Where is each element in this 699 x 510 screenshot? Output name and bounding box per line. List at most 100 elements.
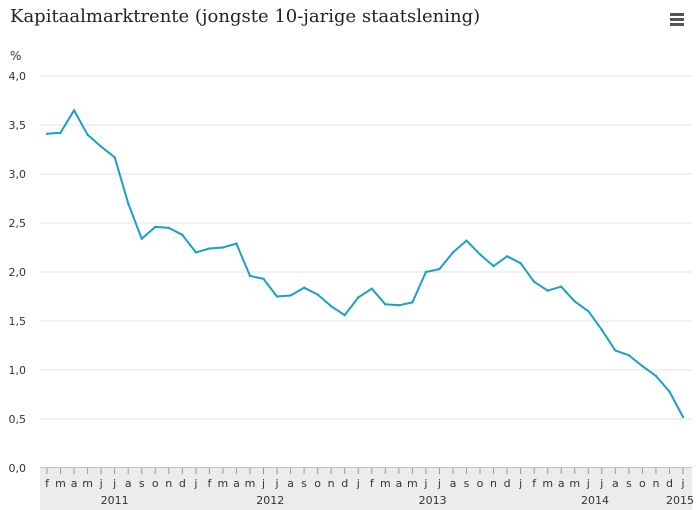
data-point xyxy=(573,300,576,303)
hamburger-menu-icon[interactable] xyxy=(668,12,686,28)
x-tick-label: a xyxy=(450,477,457,490)
x-year-label: 2013 xyxy=(419,494,447,507)
y-tick-label: 1,0 xyxy=(9,364,27,377)
data-point xyxy=(411,301,414,304)
data-point xyxy=(72,109,76,112)
chart-title: Kapitaalmarktrente (jongste 10-jarige st… xyxy=(10,6,481,27)
x-tick-label: s xyxy=(464,477,470,490)
x-tick-label: f xyxy=(207,477,212,490)
x-tick-label: o xyxy=(314,477,321,490)
x-tick-label: m xyxy=(569,477,580,490)
x-tick-label: m xyxy=(380,477,391,490)
x-tick-label: j xyxy=(518,477,522,490)
grid-lines xyxy=(40,75,692,469)
x-axis-band xyxy=(40,468,692,510)
x-tick-label: j xyxy=(275,477,279,490)
y-tick-label: 3,5 xyxy=(9,119,27,132)
data-point xyxy=(614,349,617,352)
x-tick-label: s xyxy=(626,477,632,490)
data-point xyxy=(262,277,265,281)
data-point xyxy=(681,415,685,419)
data-point xyxy=(465,239,468,242)
x-tick-label: a xyxy=(558,477,565,490)
x-tick-label: m xyxy=(55,477,66,490)
x-tick-label: j xyxy=(680,477,684,490)
x-tick-label: n xyxy=(490,477,497,490)
x-axis-year-labels: 2011 2012 2013 2014 2015 xyxy=(101,494,694,507)
x-tick-label: n xyxy=(328,477,335,490)
x-tick-label: m xyxy=(218,477,229,490)
x-tick-label: m xyxy=(407,477,418,490)
data-point xyxy=(424,270,428,274)
y-tick-label: 0,0 xyxy=(9,462,27,475)
data-point xyxy=(478,253,482,256)
data-point xyxy=(668,390,671,393)
x-axis-band-background xyxy=(40,468,692,510)
data-point xyxy=(532,280,536,283)
data-point xyxy=(587,310,590,313)
data-point xyxy=(126,202,130,205)
y-axis-tick-labels: 0,0 0,5 1,0 1,5 2,0 2,5 3,0 3,5 4,0 xyxy=(9,70,27,475)
data-point xyxy=(208,247,211,250)
x-tick-label: m xyxy=(542,477,553,490)
data-point xyxy=(343,313,346,317)
data-point xyxy=(181,233,184,236)
x-tick-label: m xyxy=(82,477,93,490)
series-line xyxy=(46,109,684,418)
data-point xyxy=(99,145,103,148)
data-point xyxy=(194,251,198,254)
y-tick-label: 3,0 xyxy=(9,168,27,181)
x-tick-label: a xyxy=(395,477,402,490)
data-point xyxy=(600,328,604,332)
x-year-label: 2011 xyxy=(101,494,129,507)
data-point xyxy=(627,354,631,357)
x-tick-label: j xyxy=(99,477,103,490)
x-tick-label: a xyxy=(612,477,619,490)
x-tick-label: o xyxy=(639,477,646,490)
data-point xyxy=(438,267,441,271)
data-point xyxy=(248,274,252,278)
data-point xyxy=(492,264,495,268)
x-year-label: 2015 xyxy=(666,494,694,507)
y-axis-label: % xyxy=(10,49,21,63)
data-point xyxy=(275,295,279,298)
data-point xyxy=(59,131,62,135)
x-tick-label: j xyxy=(112,477,116,490)
y-tick-label: 0,5 xyxy=(9,413,27,426)
x-tick-label: f xyxy=(532,477,537,490)
data-point xyxy=(154,225,157,229)
data-point xyxy=(546,289,549,292)
data-point xyxy=(221,246,225,249)
data-point xyxy=(302,286,306,289)
x-tick-label: a xyxy=(233,477,240,490)
data-point xyxy=(560,285,563,288)
x-tick-label: a xyxy=(71,477,78,490)
data-point xyxy=(370,287,373,290)
x-tick-label: f xyxy=(370,477,375,490)
x-tick-label: a xyxy=(125,477,132,490)
y-tick-label: 4,0 xyxy=(9,70,27,83)
x-tick-label: a xyxy=(287,477,294,490)
data-point xyxy=(519,261,522,265)
y-tick-label: 2,0 xyxy=(9,266,27,279)
x-tick-label: d xyxy=(179,477,186,490)
x-tick-label: o xyxy=(152,477,159,490)
x-tick-label: j xyxy=(261,477,265,490)
x-tick-label: n xyxy=(652,477,659,490)
x-tick-label: f xyxy=(45,477,50,490)
x-tick-label: s xyxy=(139,477,145,490)
x-tick-label: s xyxy=(301,477,307,490)
data-point xyxy=(357,296,360,299)
x-tick-label: j xyxy=(586,477,590,490)
data-point xyxy=(316,293,319,296)
y-tick-label: 1,5 xyxy=(9,315,27,328)
x-tick-label: m xyxy=(245,477,256,490)
x-tick-label: d xyxy=(666,477,673,490)
data-point xyxy=(140,237,143,240)
x-tick-label: d xyxy=(341,477,348,490)
data-point xyxy=(167,226,170,230)
data-point xyxy=(329,305,333,308)
x-tick-label: o xyxy=(477,477,484,490)
